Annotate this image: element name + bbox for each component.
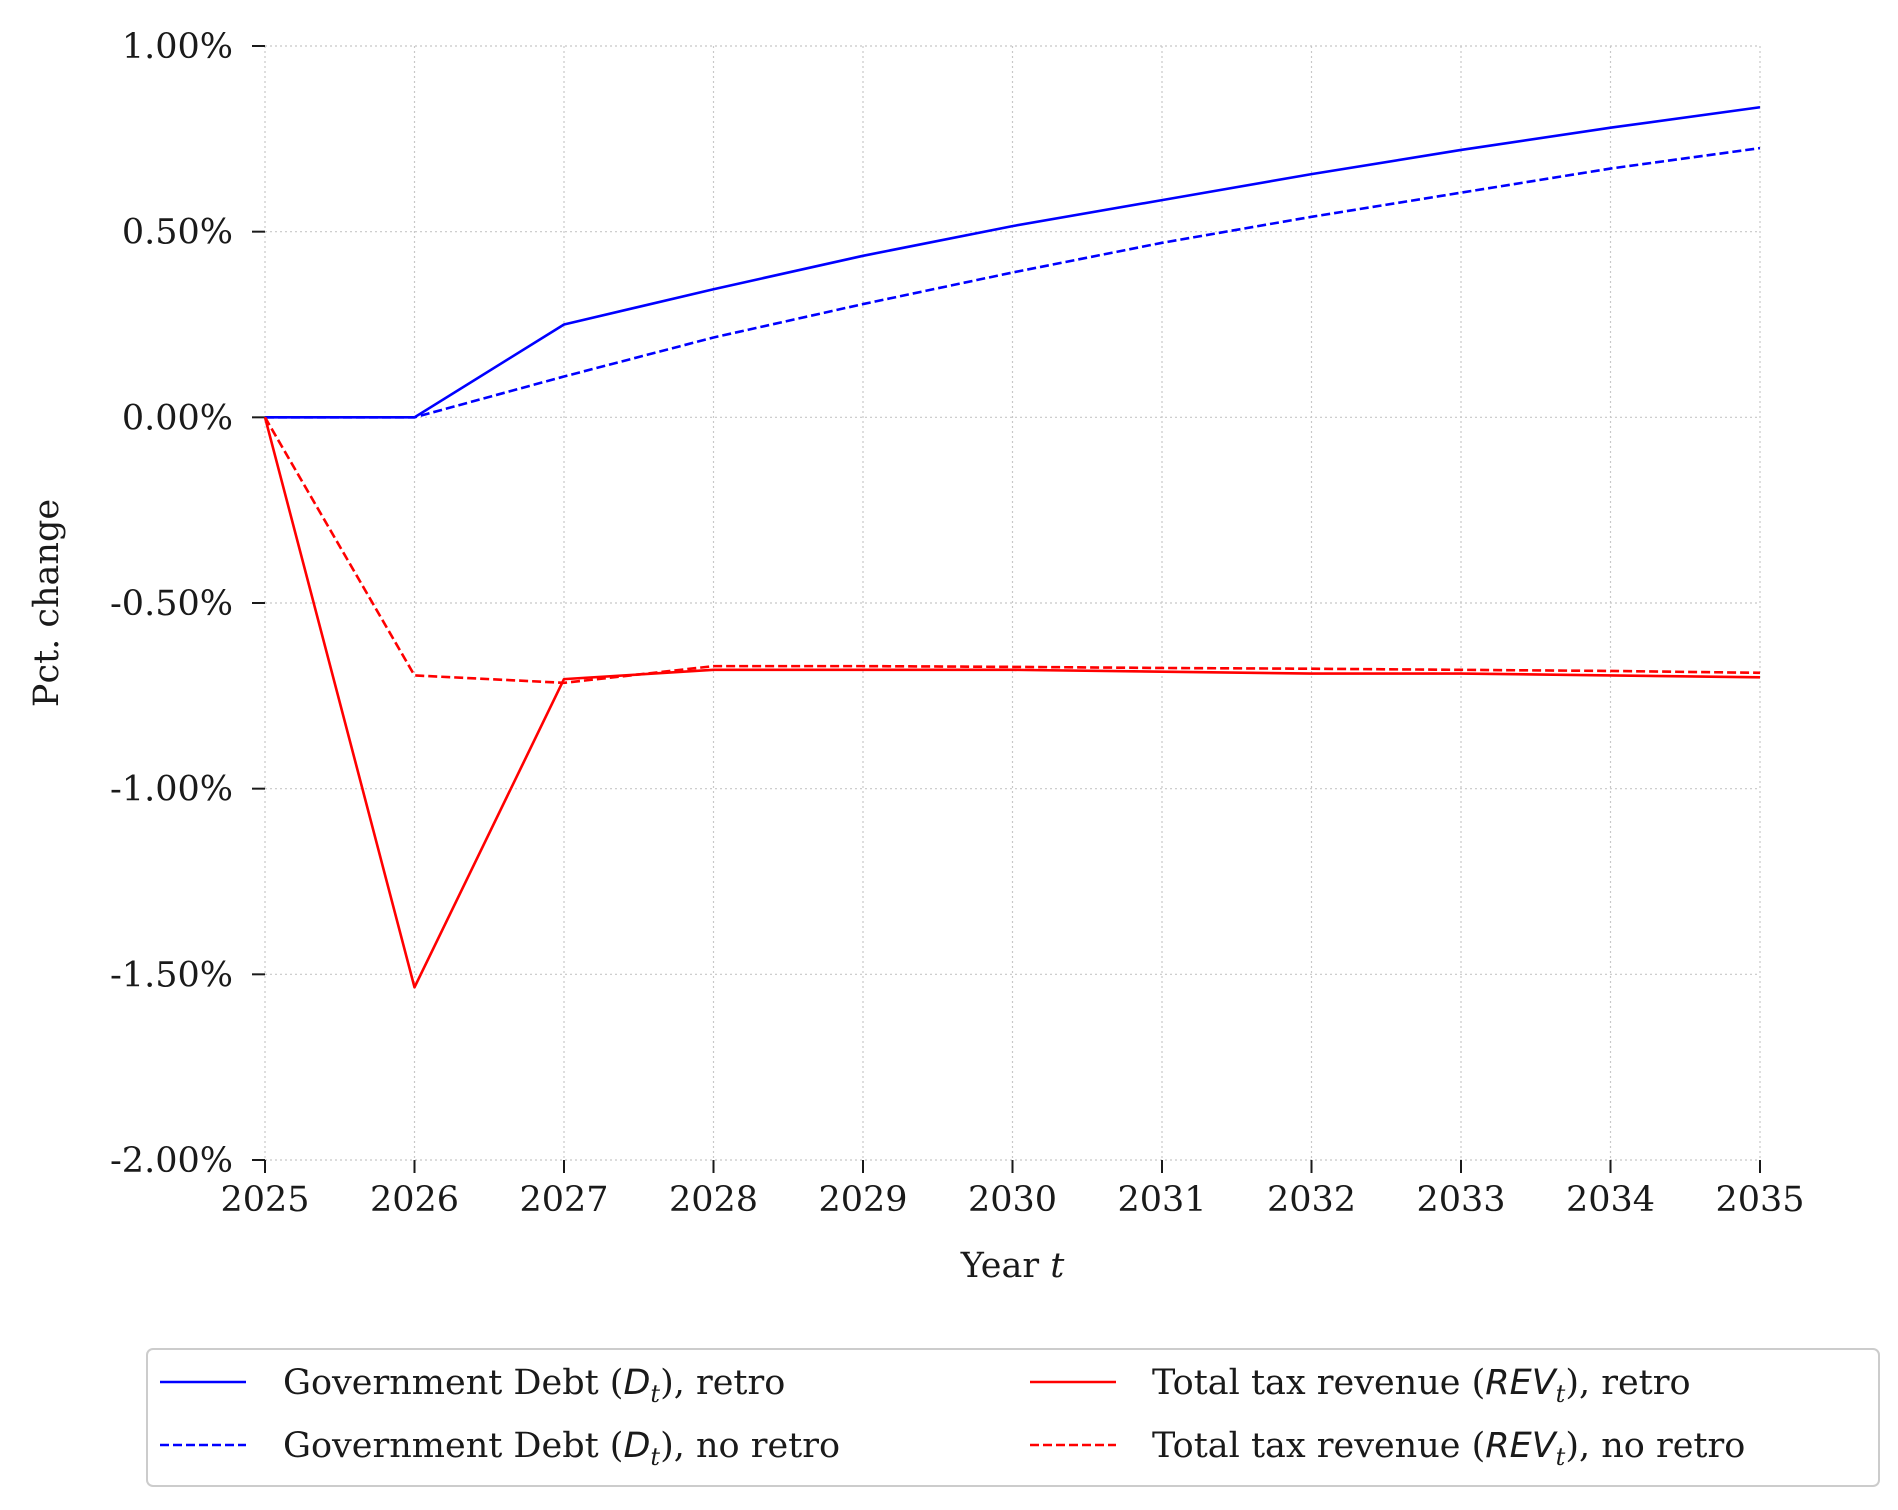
y-tick-label: 0.50% [122,213,233,253]
x-tick-label: 2029 [818,1180,907,1220]
y-tick-label: -2.00% [110,1141,233,1181]
axes: 1.00%0.50%0.00%-0.50%-1.00%-1.50%-2.00%2… [110,27,1805,1220]
y-axis-label: Pct. change [27,499,67,707]
series-line-1 [265,146,1761,419]
legend: Government Debt (Dt), retro Government De… [146,1348,1880,1487]
legend-label-2: Total tax revenue (REVt), retro [1152,1363,1691,1408]
legend-box [146,1348,1880,1487]
legend-label-1: Government Debt (Dt), no retro [283,1426,840,1471]
x-tick-label: 2033 [1416,1180,1505,1220]
y-tick-label: -0.50% [110,584,233,624]
y-tick-label: 0.00% [122,398,233,438]
series-line-0 [265,105,1761,419]
x-tick-label: 2026 [370,1180,459,1220]
x-axis-label: Year t [960,1246,1066,1286]
x-tick-label: 2034 [1566,1180,1655,1220]
x-tick-label: 2028 [669,1180,758,1220]
x-tick-label: 2027 [519,1180,608,1220]
y-tick-label: -1.50% [110,955,233,995]
axis-labels: Year t Pct. change [27,499,1065,1286]
legend-label-3: Total tax revenue (REVt), no retro [1152,1426,1745,1471]
series-line-2 [263,417,1761,989]
x-tick-label: 2031 [1117,1180,1206,1220]
x-tick-label: 2030 [968,1180,1057,1220]
series-group [263,105,1761,989]
y-tick-label: 1.00% [122,27,233,67]
series-line-3 [263,416,1761,685]
x-tick-label: 2032 [1267,1180,1356,1220]
legend-label-0: Government Debt (Dt), retro [283,1363,785,1408]
x-tick-label: 2035 [1715,1180,1804,1220]
x-tick-label: 2025 [220,1180,309,1220]
grid [264,45,1761,1161]
y-tick-label: -1.00% [110,770,233,810]
